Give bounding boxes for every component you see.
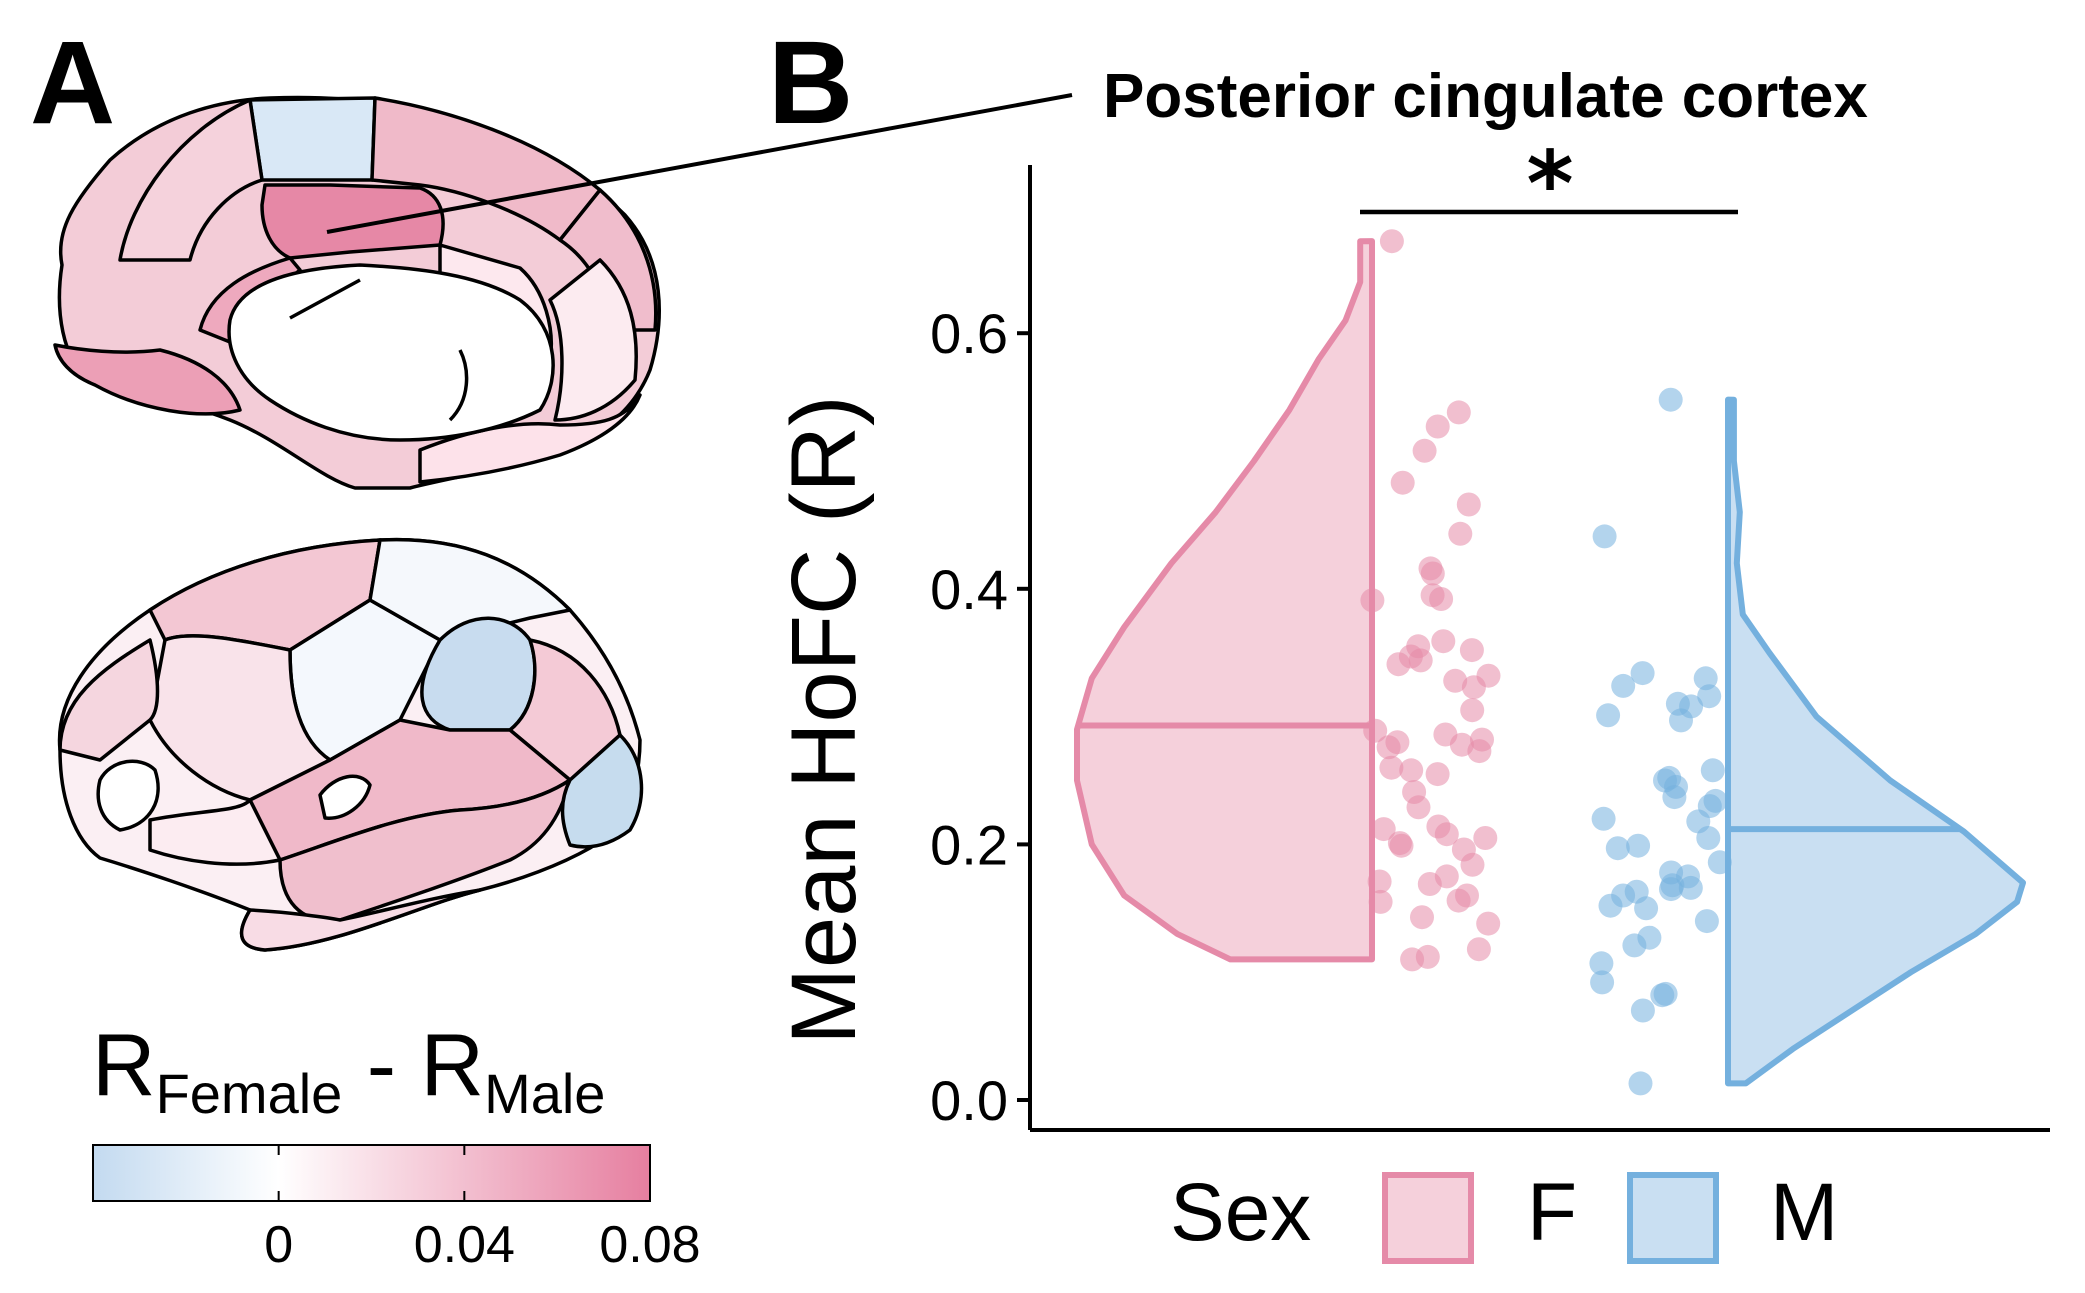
data-point-f bbox=[1425, 762, 1450, 787]
data-point-f bbox=[1431, 629, 1456, 654]
plot-area: 0.0 0.2 0.4 0.6 bbox=[930, 165, 2050, 1132]
y-tick-label: 0.0 bbox=[930, 1069, 1008, 1132]
data-point-f bbox=[1376, 735, 1401, 760]
data-point-f bbox=[1360, 588, 1385, 613]
data-point-m bbox=[1694, 909, 1719, 934]
data-point-m bbox=[1630, 661, 1655, 686]
panel-a-label: A bbox=[30, 17, 115, 149]
data-point-m bbox=[1596, 703, 1621, 728]
data-point-f bbox=[1368, 889, 1393, 914]
data-point-m bbox=[1662, 785, 1687, 810]
data-point-f bbox=[1434, 822, 1459, 847]
data-point-f bbox=[1379, 229, 1404, 254]
data-point-f bbox=[1389, 833, 1414, 858]
data-point-f bbox=[1371, 817, 1396, 842]
data-point-f bbox=[1446, 400, 1471, 425]
data-point-m bbox=[1622, 933, 1647, 958]
data-point-f bbox=[1461, 675, 1486, 700]
data-point-f bbox=[1420, 561, 1445, 586]
data-point-m bbox=[1626, 833, 1651, 858]
data-point-f bbox=[1460, 698, 1485, 723]
colorbar-tick-label: 0.08 bbox=[599, 1216, 700, 1274]
data-point-f bbox=[1363, 718, 1388, 743]
data-point-f bbox=[1448, 521, 1473, 546]
data-point-f bbox=[1367, 869, 1392, 894]
data-point-m bbox=[1591, 806, 1616, 831]
y-tick-label: 0.2 bbox=[930, 813, 1008, 876]
data-point-m bbox=[1598, 893, 1623, 918]
data-point-m bbox=[1634, 896, 1659, 921]
data-point-f bbox=[1446, 888, 1471, 913]
data-point-f bbox=[1408, 648, 1433, 673]
data-point-m bbox=[1700, 758, 1725, 783]
data-point-f bbox=[1390, 470, 1415, 495]
colorbar bbox=[92, 1144, 651, 1202]
colorbar-tick-label: 0.04 bbox=[414, 1216, 515, 1274]
violin-f bbox=[1074, 238, 1375, 963]
y-axis-label: Mean HoFC (R) bbox=[773, 395, 875, 1044]
legend-label-m: M bbox=[1770, 1167, 1838, 1258]
data-point-f bbox=[1379, 755, 1404, 780]
data-point-f bbox=[1460, 852, 1485, 877]
roi-pointer-line bbox=[326, 93, 1073, 234]
violin-m bbox=[1725, 396, 2026, 1087]
data-point-f bbox=[1399, 758, 1424, 783]
brain-medial-view bbox=[53, 95, 661, 490]
data-point-f bbox=[1467, 739, 1492, 764]
data-point-m bbox=[1630, 998, 1655, 1023]
data-point-m bbox=[1590, 970, 1615, 995]
y-tick-label: 0.6 bbox=[930, 302, 1008, 365]
colorbar-title: RFemale - RMale bbox=[92, 1015, 605, 1125]
panel-b-label: B bbox=[768, 17, 853, 149]
data-point-m bbox=[1696, 826, 1721, 850]
significance-star: * bbox=[1526, 132, 1573, 237]
brain-lateral-view bbox=[57, 537, 644, 952]
legend-title: Sex bbox=[1170, 1167, 1311, 1258]
y-tick-label: 0.4 bbox=[930, 558, 1008, 621]
data-point-f bbox=[1406, 795, 1431, 820]
data-point-f bbox=[1456, 492, 1481, 517]
data-point-m bbox=[1611, 673, 1636, 698]
data-point-m bbox=[1659, 877, 1683, 902]
data-point-m bbox=[1628, 1071, 1653, 1096]
data-point-f bbox=[1412, 438, 1437, 463]
data-point-m bbox=[1693, 666, 1718, 691]
data-point-f bbox=[1466, 937, 1491, 962]
legend-swatch-m bbox=[1627, 1172, 1719, 1264]
data-point-f bbox=[1476, 911, 1501, 936]
colorbar-tick-label: 0 bbox=[264, 1216, 293, 1274]
data-point-f bbox=[1386, 652, 1411, 677]
data-point-f bbox=[1429, 587, 1454, 611]
data-point-m bbox=[1707, 850, 1732, 875]
chart-title: Posterior cingulate cortex bbox=[1103, 62, 1868, 131]
data-point-m bbox=[1658, 387, 1683, 412]
data-point-f bbox=[1473, 826, 1498, 850]
data-point-f bbox=[1410, 905, 1434, 930]
legend-label-f: F bbox=[1527, 1167, 1577, 1258]
colorbar-ticks: 0 0.04 0.08 bbox=[264, 1145, 701, 1274]
data-point-m bbox=[1650, 983, 1675, 1008]
data-point-f bbox=[1425, 414, 1450, 439]
legend: Sex F M bbox=[1170, 1167, 1838, 1264]
series-f bbox=[1074, 229, 1501, 972]
legend-swatch-f bbox=[1382, 1172, 1474, 1264]
data-point-f bbox=[1443, 668, 1468, 693]
data-point-m bbox=[1697, 684, 1722, 709]
data-point-f bbox=[1417, 872, 1442, 896]
data-point-f bbox=[1459, 638, 1484, 663]
data-point-m bbox=[1669, 708, 1693, 733]
data-point-m bbox=[1605, 836, 1630, 861]
data-point-f bbox=[1400, 947, 1425, 972]
data-point-m bbox=[1592, 524, 1617, 549]
data-point-m bbox=[1678, 875, 1703, 900]
series-m bbox=[1589, 387, 2026, 1096]
data-point-m bbox=[1589, 951, 1614, 976]
